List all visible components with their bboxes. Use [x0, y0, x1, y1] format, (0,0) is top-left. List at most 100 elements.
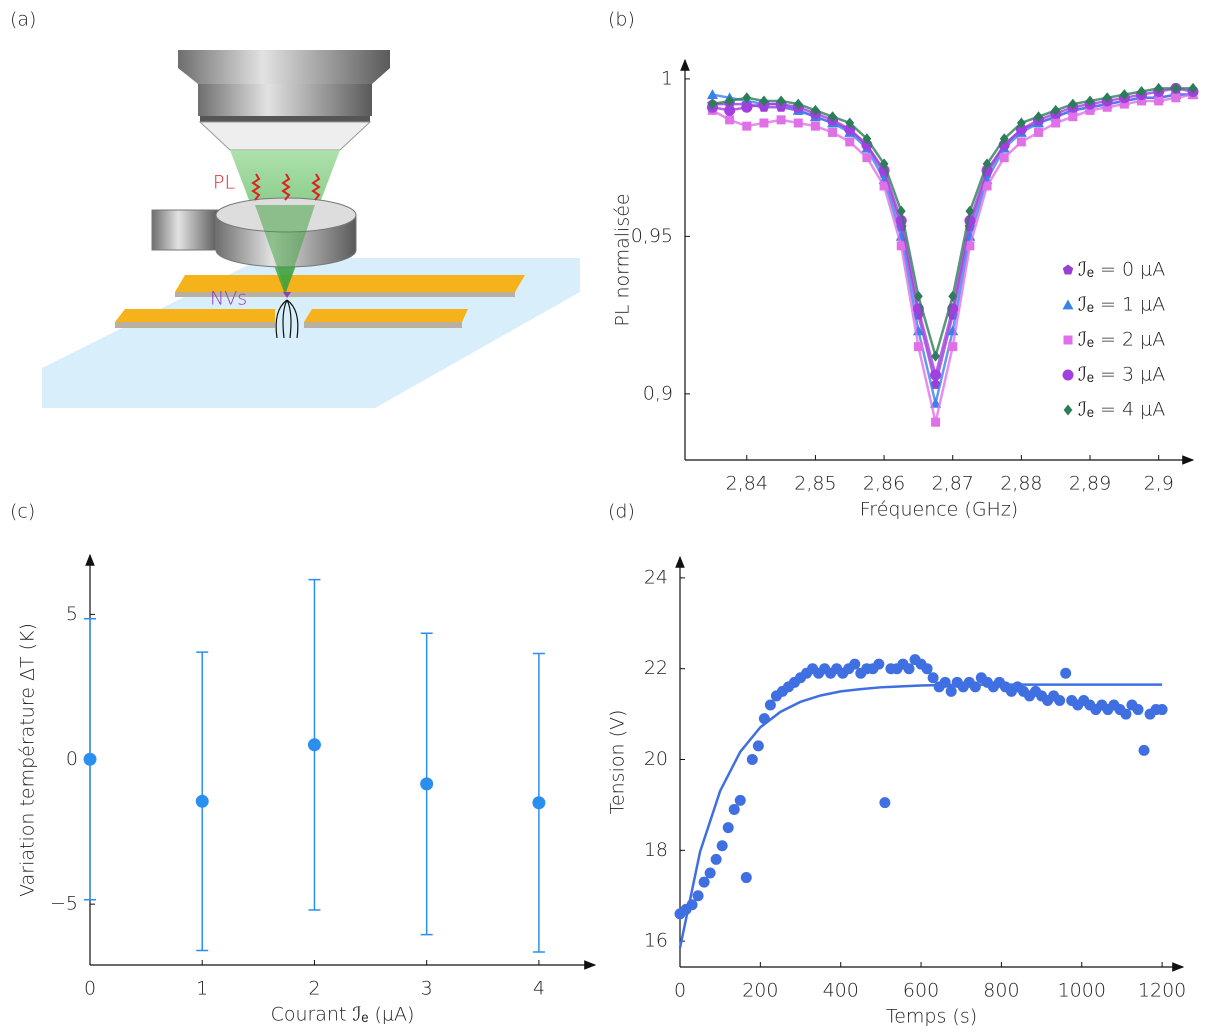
marker [1068, 98, 1078, 110]
point [307, 738, 321, 752]
point [83, 752, 97, 766]
marker [728, 803, 740, 815]
marker [764, 699, 776, 711]
x-tick-label: 2,85 [794, 473, 836, 495]
pl-label: PL [213, 172, 235, 194]
marker [965, 241, 975, 251]
marker [716, 840, 728, 852]
marker [896, 241, 906, 251]
fit-line [678, 683, 1163, 949]
marker [945, 685, 957, 697]
legend-marker [1063, 404, 1073, 416]
marker [931, 350, 940, 362]
marker [1102, 92, 1112, 104]
marker [1154, 82, 1164, 94]
x-axis-label: Courant ℐₑ (µA) [271, 1004, 415, 1026]
x-tick-label: 200 [742, 980, 778, 1002]
y-tick-label: 24 [644, 566, 668, 588]
x-tick-label: 2,84 [726, 473, 768, 495]
x-tick-label: 2,86 [863, 473, 905, 495]
marker [811, 104, 820, 116]
marker [1138, 744, 1150, 756]
marker [759, 118, 769, 128]
y-tick-label: −5 [50, 893, 78, 915]
marker [1051, 104, 1061, 116]
marker [1132, 704, 1144, 716]
marker [999, 153, 1009, 163]
legend-marker [1062, 369, 1074, 381]
y-axis-label: PL normalisée [612, 193, 634, 326]
marker [862, 153, 872, 163]
marker [1119, 99, 1129, 109]
marker [710, 853, 722, 865]
marker [913, 342, 923, 352]
y-tick-label: 0 [66, 748, 78, 770]
marker [1171, 82, 1181, 94]
y-axis-label: Tension (V) [607, 710, 629, 815]
marker [828, 127, 838, 137]
marker [879, 181, 889, 191]
x-tick-label: 4 [533, 978, 545, 1000]
x-tick-label: 0 [84, 978, 96, 1000]
panel-label: (c) [10, 501, 35, 523]
marker [722, 822, 734, 834]
x-tick-label: 2,88 [1000, 473, 1042, 495]
marker [1016, 137, 1026, 147]
setup-diagram: (a) PL NVs [10, 9, 580, 408]
marker [1051, 118, 1061, 128]
y-tick-label: 18 [644, 839, 668, 861]
marker [1120, 708, 1132, 720]
marker [776, 115, 786, 125]
marker [793, 98, 803, 110]
marker [1119, 89, 1129, 101]
marker [759, 95, 769, 107]
legend-label: ℐₑ = 0 µA [1078, 259, 1165, 281]
x-axis-label: Temps (s) [886, 1006, 977, 1028]
legend-label: ℐₑ = 2 µA [1078, 329, 1165, 351]
y-tick-label: 16 [644, 930, 668, 952]
marker [740, 872, 752, 884]
x-tick-label: 600 [903, 980, 939, 1002]
panel-label: (a) [10, 9, 36, 31]
marker [999, 133, 1009, 145]
y-tick-label: 5 [66, 603, 78, 625]
x-tick-label: 1 [196, 978, 208, 1000]
marker [793, 118, 803, 128]
x-tick-label: 1000 [1058, 980, 1106, 1002]
marker [828, 111, 837, 123]
marker [1016, 117, 1026, 129]
marker [1060, 667, 1072, 679]
marker [930, 378, 941, 389]
point [532, 796, 546, 810]
marker [948, 342, 958, 352]
x-tick-label: 400 [823, 980, 859, 1002]
marker [776, 95, 786, 107]
marker [879, 158, 889, 170]
marker [746, 754, 758, 766]
point [420, 777, 434, 791]
fit-line [712, 93, 1193, 404]
marker [965, 205, 975, 217]
marker [931, 417, 941, 427]
legend-label: ℐₑ = 3 µA [1078, 364, 1165, 386]
marker [903, 663, 915, 675]
x-tick-label: 2,89 [1069, 473, 1111, 495]
marker [1034, 111, 1043, 123]
marker [708, 98, 717, 110]
y-axis-label: Variation température ΔT (K) [17, 623, 39, 897]
x-tick-label: 1200 [1138, 980, 1186, 1002]
marker [1137, 85, 1146, 97]
y-tick-label: 1 [661, 67, 673, 89]
marker [725, 95, 735, 107]
marker [921, 663, 933, 675]
x-tick-label: 0 [674, 980, 686, 1002]
legend-marker [1062, 299, 1074, 310]
marker [1085, 105, 1095, 115]
marker [1085, 95, 1095, 107]
marker [1137, 96, 1147, 106]
marker [1188, 82, 1198, 94]
marker [742, 92, 752, 104]
marker [698, 876, 710, 888]
marker [862, 133, 872, 145]
